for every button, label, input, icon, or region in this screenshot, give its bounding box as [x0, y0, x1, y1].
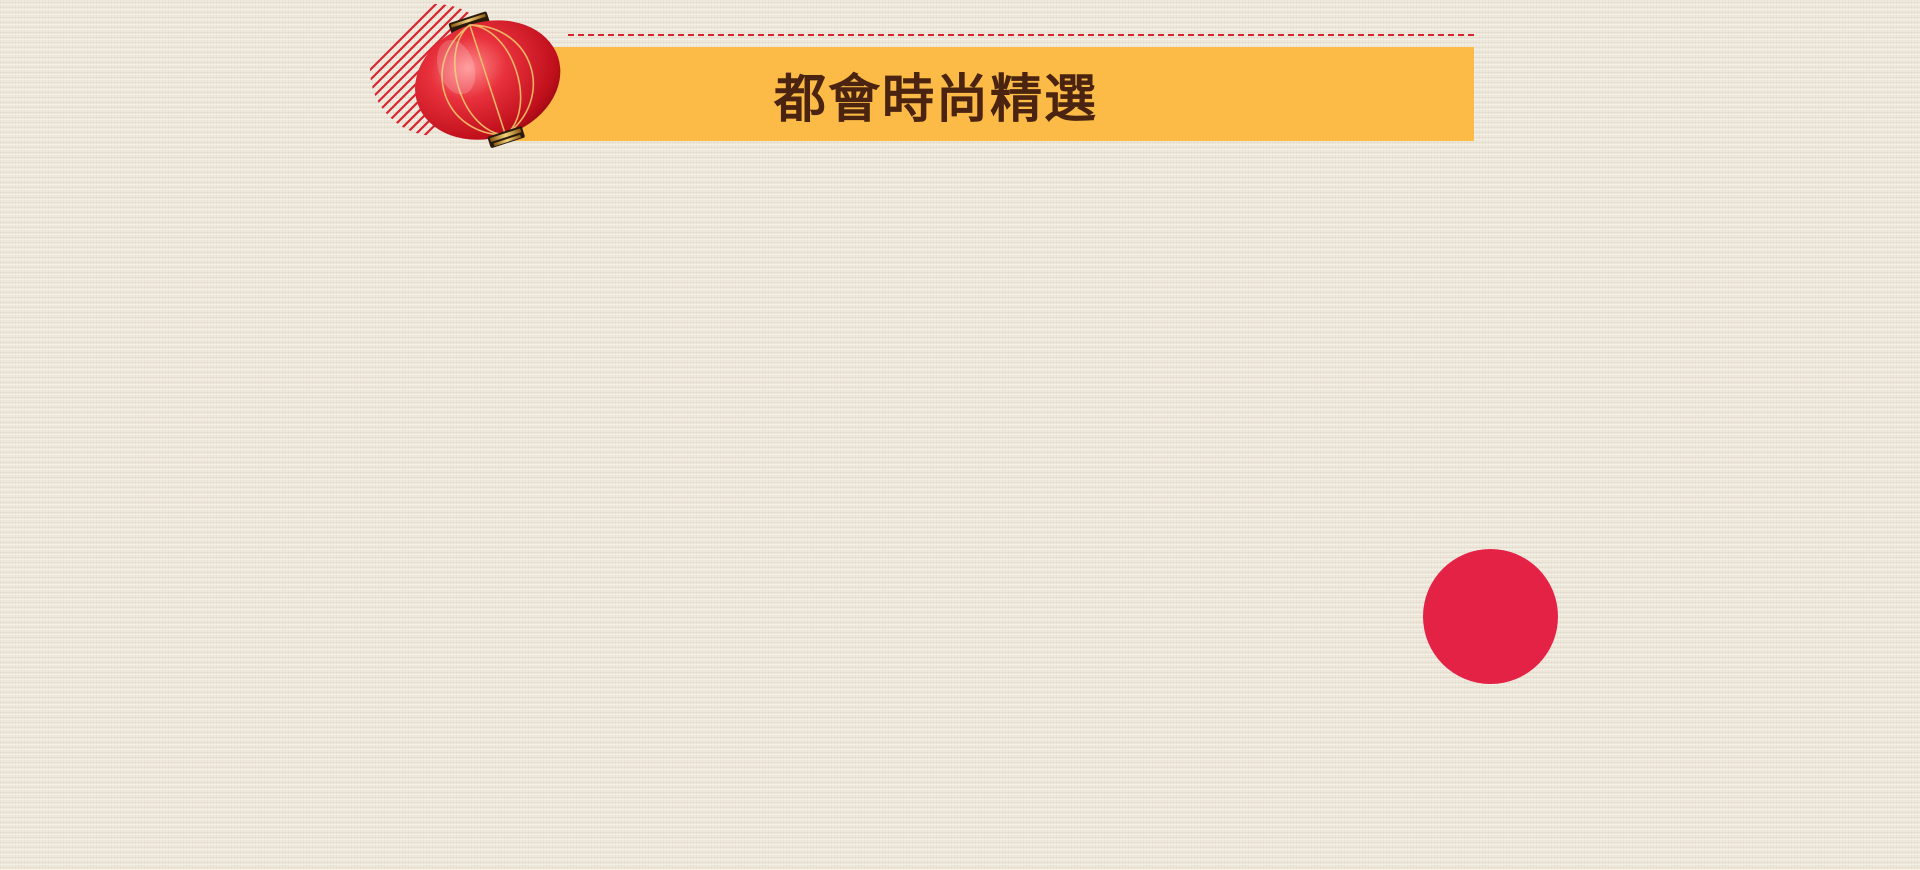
section-title: 都會時尚精選: [773, 68, 1098, 130]
red-dot-decoration: [1423, 549, 1558, 684]
title-banner: 都會時尚精選: [508, 47, 1474, 141]
section-header: 都會時尚精選: [368, 0, 1474, 150]
red-lantern-icon: [415, 11, 561, 148]
dashed-divider: [568, 34, 1474, 36]
